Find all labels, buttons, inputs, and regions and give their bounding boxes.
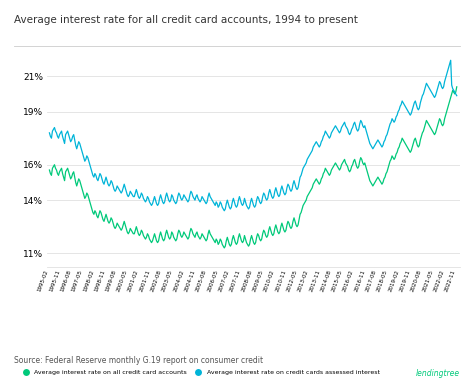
Text: lendingtree: lendingtree [416, 369, 460, 378]
Legend: Average interest rate on all credit card accounts, Average interest rate on cred: Average interest rate on all credit card… [18, 367, 382, 377]
Text: Source: Federal Reserve monthly G.19 report on consumer credit: Source: Federal Reserve monthly G.19 rep… [14, 356, 264, 365]
Text: Average interest rate for all credit card accounts, 1994 to present: Average interest rate for all credit car… [14, 15, 358, 25]
